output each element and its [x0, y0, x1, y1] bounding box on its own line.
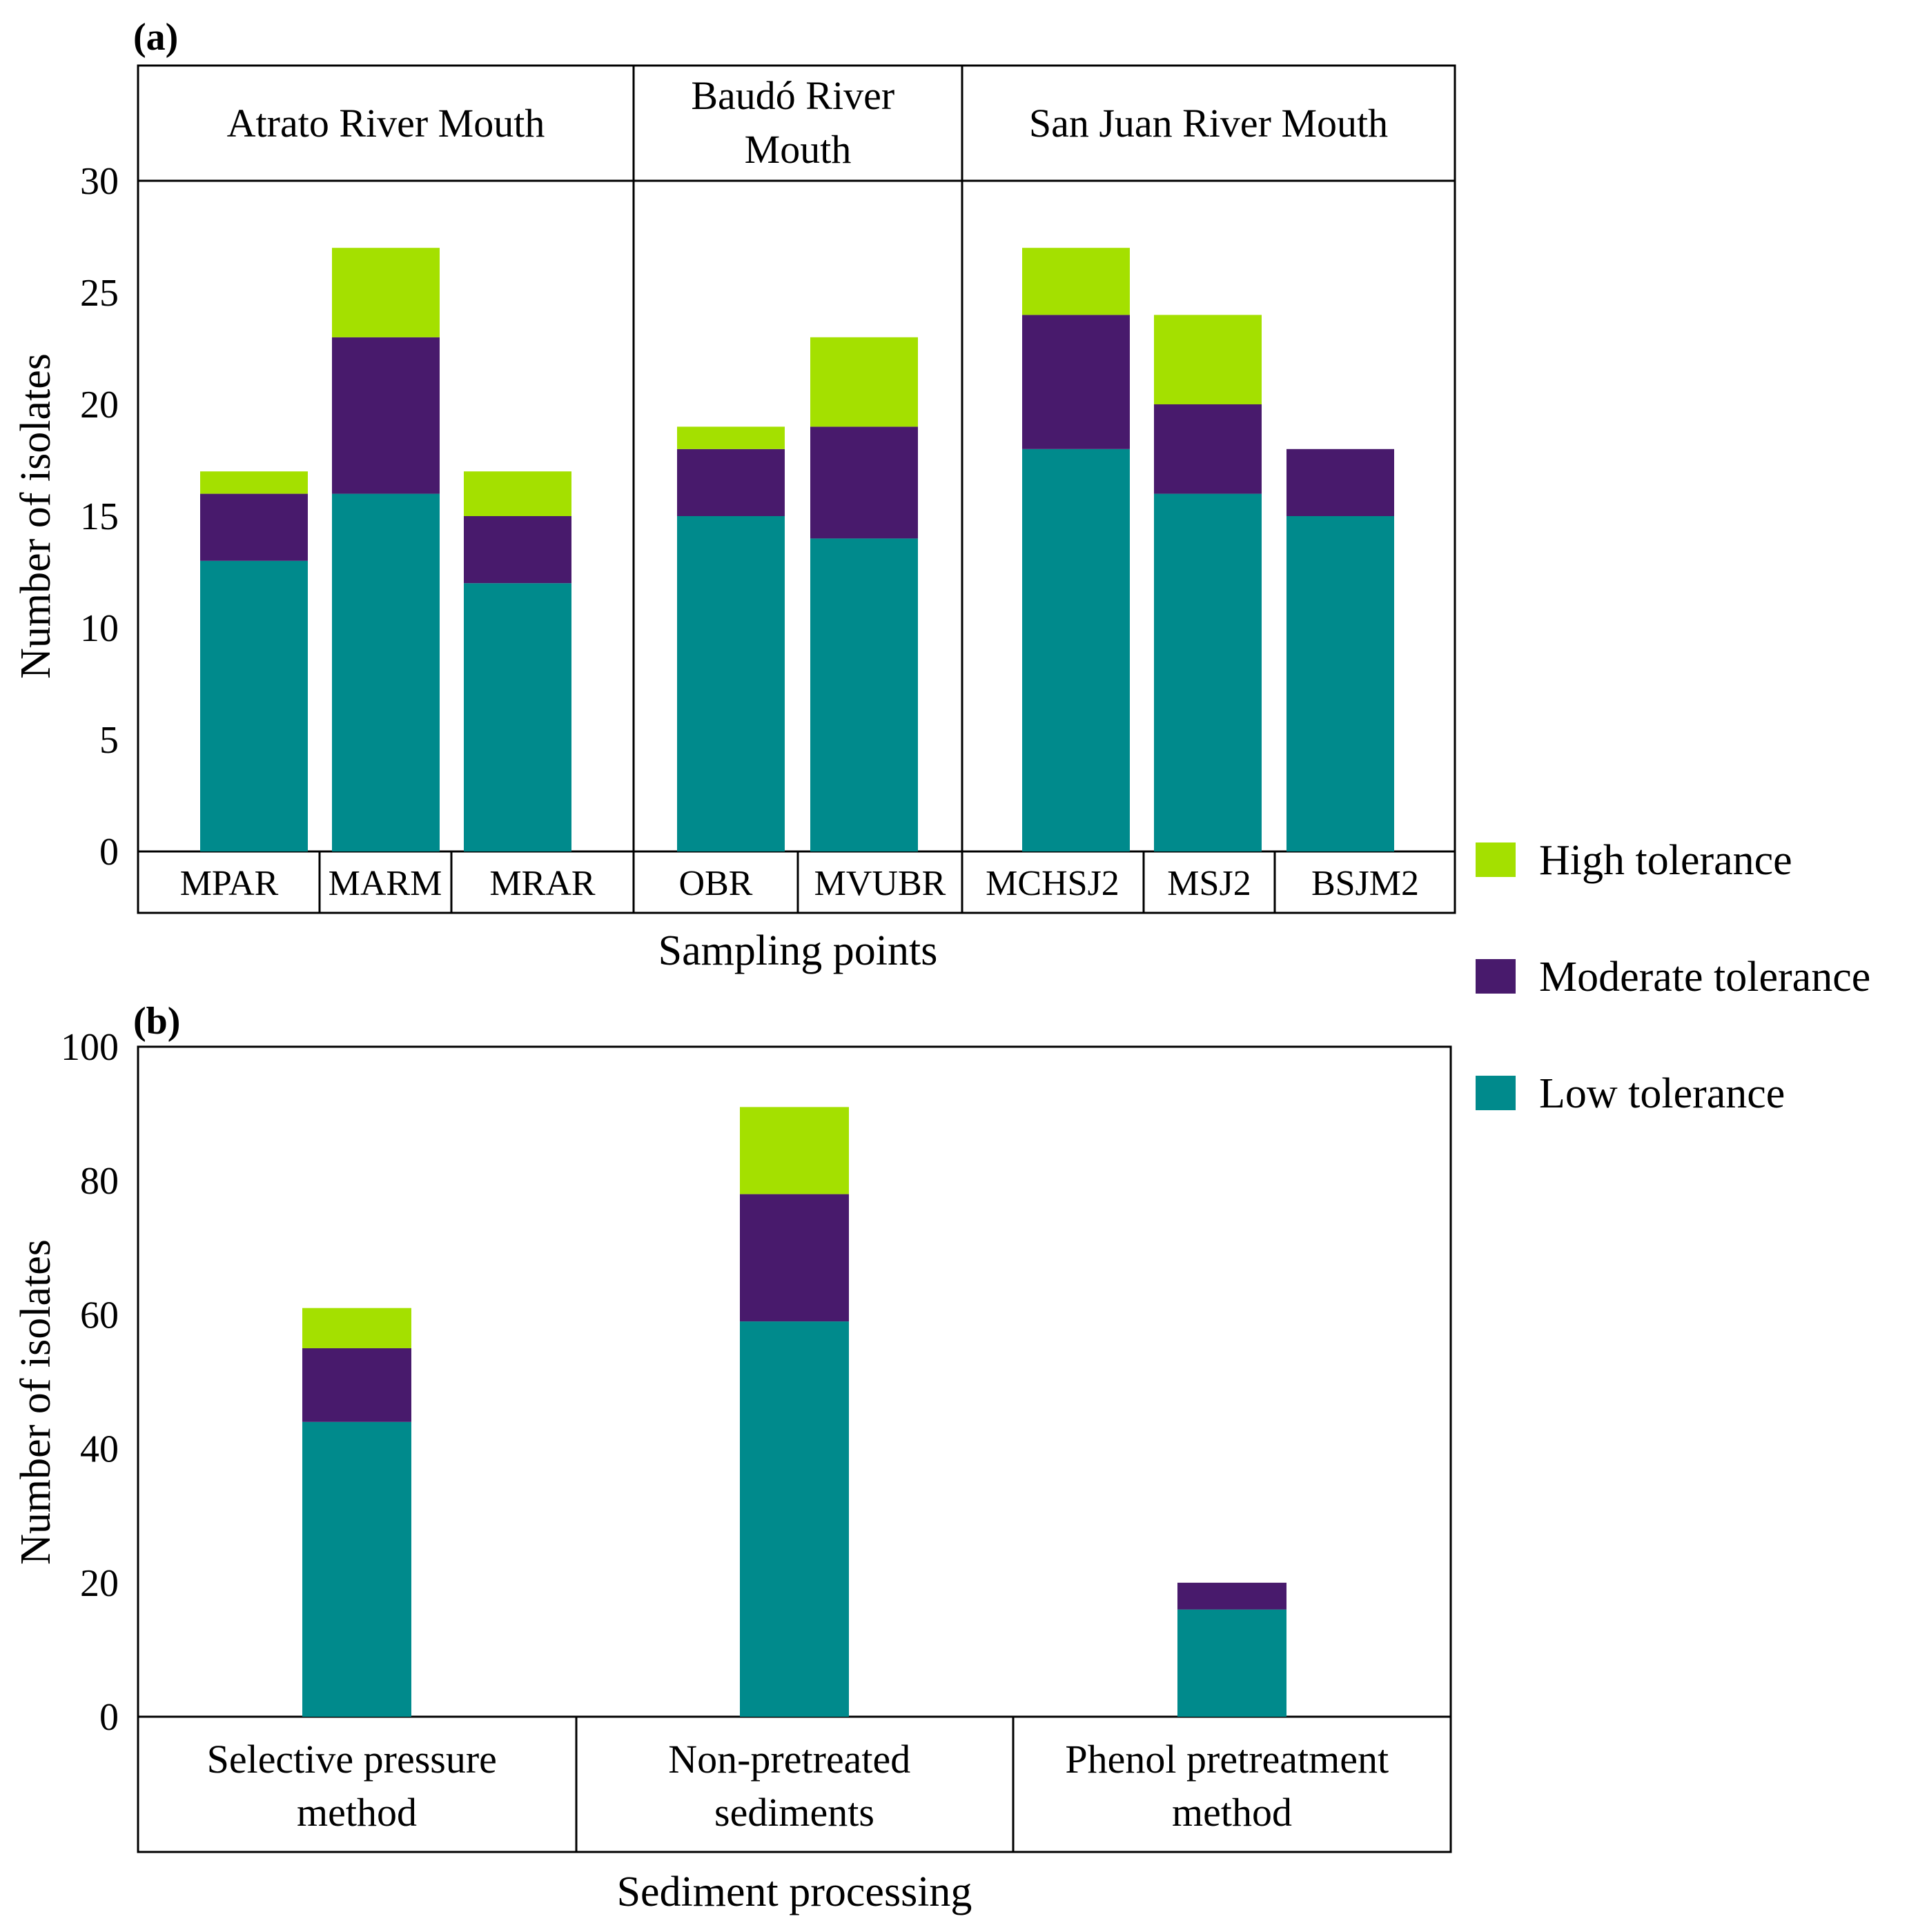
bar-segment-moderate — [810, 426, 918, 539]
y-tick-label: 15 — [80, 495, 119, 538]
bar-segment-low — [464, 583, 571, 851]
y-tick-label: 80 — [80, 1160, 119, 1203]
category-label: MCHSJ2 — [986, 864, 1119, 903]
y-tick-label: 20 — [80, 1562, 119, 1605]
bar-segment-low — [1022, 448, 1130, 851]
y-tick-label: 25 — [80, 272, 119, 315]
y-tick-label: 0 — [99, 831, 119, 874]
bar-segment-moderate — [464, 516, 571, 584]
bar-segment-moderate — [200, 493, 308, 561]
bar-segment-high — [200, 471, 308, 494]
legend-swatch-low — [1476, 1076, 1516, 1110]
bar-segment-high — [1022, 248, 1130, 315]
y-tick-label: 20 — [80, 384, 119, 426]
category-label-b: Phenol pretreatment method — [1065, 1737, 1398, 1835]
bar-segment-moderate — [1286, 448, 1394, 516]
bar-segment-high — [810, 337, 918, 427]
panel-a-label: (a) — [133, 16, 178, 59]
group-label-san-juan: San Juan River Mouth — [1029, 101, 1388, 146]
bar-segment-high — [332, 248, 440, 337]
panel-a: (a) Atrato River Mouth Baudó River Mouth… — [12, 16, 1456, 974]
bar-segment-high — [677, 426, 785, 449]
group-label-atrato: Atrato River Mouth — [227, 101, 545, 146]
bar-segment-low — [1177, 1609, 1286, 1717]
bar-segment-low — [1154, 493, 1262, 851]
bar-segment-low — [1286, 516, 1394, 851]
bar-segment-low — [200, 560, 308, 851]
bar-segment-low — [302, 1421, 411, 1717]
category-label-b: Selective pressure method — [207, 1737, 507, 1835]
legend-label-high: High tolerance — [1539, 837, 1792, 884]
x-axis-title-a: Sampling points — [658, 927, 938, 974]
panel-b: (b) Selective pressure method Non-pretre… — [12, 1000, 1452, 1915]
legend-swatch-high — [1476, 842, 1516, 877]
category-label: MSJ2 — [1167, 864, 1251, 903]
legend: High tolerance Moderate tolerance Low to… — [1476, 837, 1870, 1117]
bar-segment-low — [810, 538, 918, 851]
legend-label-moderate: Moderate tolerance — [1539, 954, 1870, 1000]
bar-segment-high — [302, 1308, 411, 1348]
y-tick-label: 30 — [80, 160, 119, 203]
legend-swatch-moderate — [1476, 959, 1516, 994]
bar-segment-low — [332, 493, 440, 851]
y-tick-label: 60 — [80, 1294, 119, 1337]
bars-a — [200, 248, 1394, 851]
y-tick-label: 0 — [99, 1696, 119, 1739]
category-label: BSJM2 — [1311, 864, 1419, 903]
bar-segment-moderate — [302, 1348, 411, 1422]
bar-segment-moderate — [1022, 315, 1130, 449]
panel-b-label: (b) — [133, 1000, 180, 1043]
panel-b-frame — [137, 1045, 1452, 1853]
panel-a-frame — [137, 64, 1456, 914]
category-label: MRAR — [489, 864, 595, 903]
bar-segment-moderate — [740, 1194, 849, 1322]
bar-segment-high — [740, 1107, 849, 1194]
legend-label-low: Low tolerance — [1539, 1070, 1785, 1117]
y-tick-label: 40 — [80, 1428, 119, 1471]
bar-segment-moderate — [1154, 404, 1262, 494]
y-axis-title-b: Number of isolates — [12, 1239, 59, 1565]
y-tick-labels-b: 0 20 40 60 80 100 — [61, 1026, 119, 1739]
y-tick-label: 10 — [80, 607, 119, 650]
y-tick-label: 100 — [61, 1026, 119, 1069]
category-label: MARM — [329, 864, 442, 903]
bar-segment-high — [1154, 315, 1262, 404]
category-label: MVUBR — [814, 864, 946, 903]
bar-segment-moderate — [1177, 1582, 1286, 1610]
group-label-baudo: Baudó River Mouth — [691, 73, 904, 172]
category-label: OBR — [679, 864, 753, 903]
bars-b — [302, 1107, 1286, 1717]
bar-segment-low — [740, 1321, 849, 1717]
y-tick-labels-a: 0 5 10 15 20 25 30 — [80, 160, 119, 874]
bar-segment-moderate — [332, 337, 440, 494]
category-label: MPAR — [180, 864, 279, 903]
category-label-b: Non-pretreated sediments — [668, 1737, 921, 1835]
bar-segment-low — [677, 516, 785, 851]
y-axis-title-a: Number of isolates — [12, 353, 59, 679]
y-tick-label: 5 — [99, 719, 119, 762]
x-axis-title-b: Sediment processing — [617, 1869, 972, 1915]
bar-segment-moderate — [677, 448, 785, 516]
bar-segment-high — [464, 471, 571, 516]
